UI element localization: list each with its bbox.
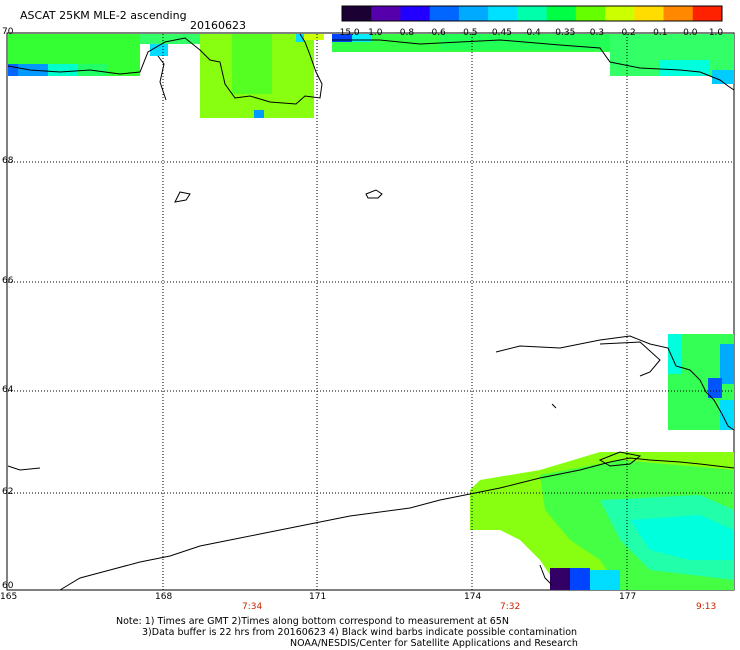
colorbar-label: -0.2	[618, 28, 636, 38]
colorbar-label: -0.5	[459, 28, 478, 38]
colorbar-label: -0.35	[552, 28, 576, 38]
lat-label-60: 60	[2, 581, 14, 591]
lon-label-177: 177	[619, 592, 637, 602]
note-line-1: Note: 1) Times are GMT 2)Times along bot…	[116, 616, 509, 627]
colorbar-swatch	[488, 6, 518, 21]
map-frame	[6, 32, 735, 591]
colorbar-swatch	[605, 6, 635, 21]
time-label-3: 9:13	[696, 602, 717, 612]
colorbar-label: -1.0	[364, 28, 383, 38]
colorbar-border	[341, 5, 723, 22]
note-line-3: NOAA/NESDIS/Center for Satellite Applica…	[290, 638, 578, 649]
colorbar-label: -0.4	[523, 28, 541, 38]
colorbar-swatch	[371, 6, 401, 21]
colorbar-label: -0.45	[488, 28, 512, 38]
coastlines	[7, 33, 735, 591]
note-line-2: 3)Data buffer is 22 hrs from 20160623 4)…	[142, 627, 578, 638]
map-title: ASCAT 25KM MLE-2 ascending	[20, 9, 187, 22]
lat-label-62: 62	[2, 487, 14, 497]
lat-label-66: 66	[2, 276, 14, 286]
grid-lines	[8, 34, 734, 590]
lat-label-64: 64	[2, 385, 14, 395]
swath-top-left	[8, 34, 200, 76]
colorbar-swatch	[634, 6, 665, 21]
lon-label-174: 174	[464, 592, 482, 602]
time-label-1: 7:34	[242, 602, 263, 612]
colorbar-swatch	[692, 6, 723, 21]
lon-label-168: 168	[155, 592, 173, 602]
lat-label-70: 70	[2, 27, 14, 37]
colorbar-label: 1.0	[708, 28, 724, 38]
colorbar-swatch	[429, 6, 460, 21]
colorbar-swatch	[517, 6, 548, 21]
swath-top-middle	[200, 34, 324, 118]
colorbar-label: -0.1	[649, 28, 668, 38]
map-date: 20160623	[190, 19, 246, 32]
lon-label-165: 165	[0, 592, 18, 602]
colorbar-swatch	[663, 6, 694, 21]
colorbar-swatch	[575, 6, 606, 21]
colorbar-swatch	[546, 6, 577, 21]
colorbar-label: 0.0	[683, 28, 698, 38]
colorbar-label: -0.8	[396, 28, 415, 38]
swath-bottom	[470, 452, 734, 590]
colorbar-swatch	[400, 6, 431, 21]
lat-label-68: 68	[2, 156, 14, 166]
time-label-2: 7:32	[500, 602, 521, 612]
lon-label-171: 171	[309, 592, 327, 602]
colorbar	[341, 5, 723, 22]
colorbar-swatch	[458, 6, 489, 21]
colorbar-label: -0.3	[586, 28, 605, 38]
colorbar-label: -15.0	[336, 28, 360, 38]
colorbar-label: -0.6	[428, 28, 446, 38]
colorbar-swatch	[342, 6, 372, 21]
